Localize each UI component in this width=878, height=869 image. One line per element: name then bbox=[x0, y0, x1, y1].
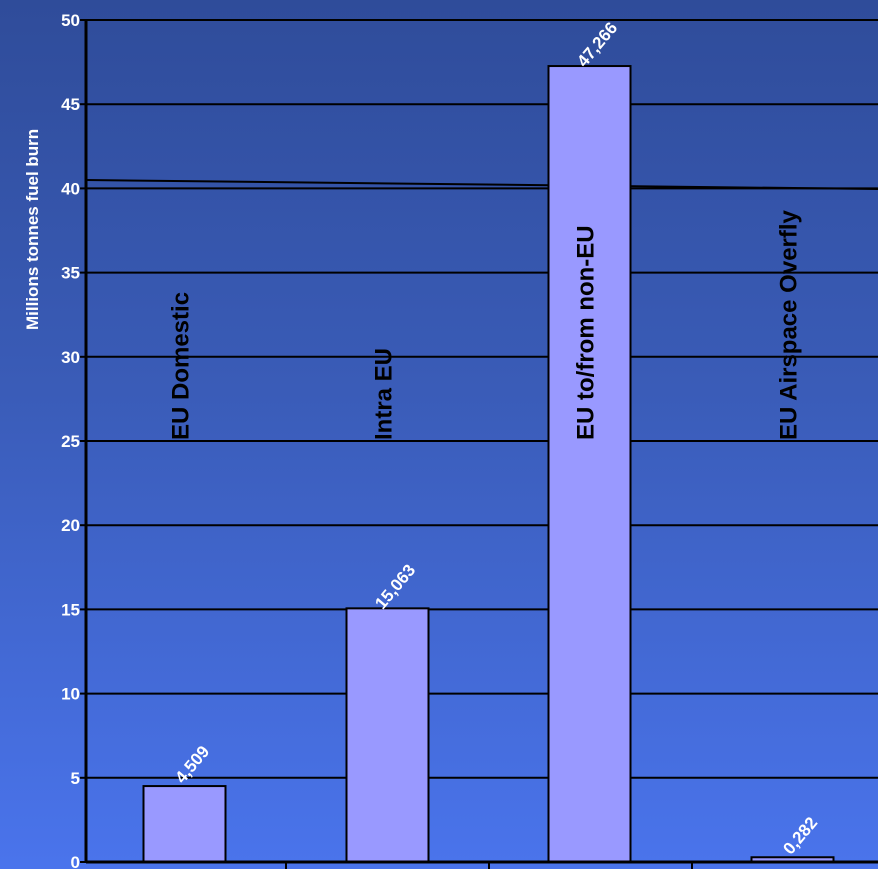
y-tick-label: 50 bbox=[61, 11, 80, 30]
data-label: 0,282 bbox=[779, 813, 821, 858]
category-label: EU Domestic bbox=[168, 292, 195, 440]
y-tick-label: 35 bbox=[61, 264, 80, 283]
data-labels: 4,509 15,063 47,266 0,282 bbox=[171, 18, 821, 858]
y-tick-label: 40 bbox=[61, 179, 80, 198]
y-tick-label: 30 bbox=[61, 348, 80, 367]
data-label: 47,266 bbox=[573, 18, 621, 70]
bars bbox=[142, 65, 835, 863]
bar bbox=[142, 785, 227, 863]
y-tick-labels: 0 5 10 15 20 25 30 35 40 45 50 bbox=[61, 11, 80, 869]
category-label: Intra EU bbox=[371, 348, 398, 440]
y-tick-label: 45 bbox=[61, 95, 80, 114]
y-tick-label: 20 bbox=[61, 516, 80, 535]
slanted-line bbox=[85, 179, 878, 190]
category-label: EU to/from non-EU bbox=[573, 225, 600, 440]
data-label: 4,509 bbox=[171, 742, 213, 787]
y-tick-label: 5 bbox=[71, 769, 80, 788]
y-axis-label: Millions tonnes fuel burn bbox=[23, 129, 42, 330]
gridlines bbox=[80, 19, 878, 863]
axes bbox=[84, 20, 878, 869]
bar bbox=[345, 607, 430, 863]
y-tick-label: 15 bbox=[61, 600, 80, 619]
category-label: EU Airspace Overfly bbox=[776, 209, 803, 440]
category-labels: EU Domestic Intra EU EU to/from non-EU EU A… bbox=[168, 209, 803, 440]
y-tick-label: 10 bbox=[61, 685, 80, 704]
bar bbox=[547, 65, 632, 863]
y-tick-label: 0 bbox=[71, 853, 80, 869]
y-tick-label: 25 bbox=[61, 432, 80, 451]
data-label: 15,063 bbox=[371, 561, 419, 613]
